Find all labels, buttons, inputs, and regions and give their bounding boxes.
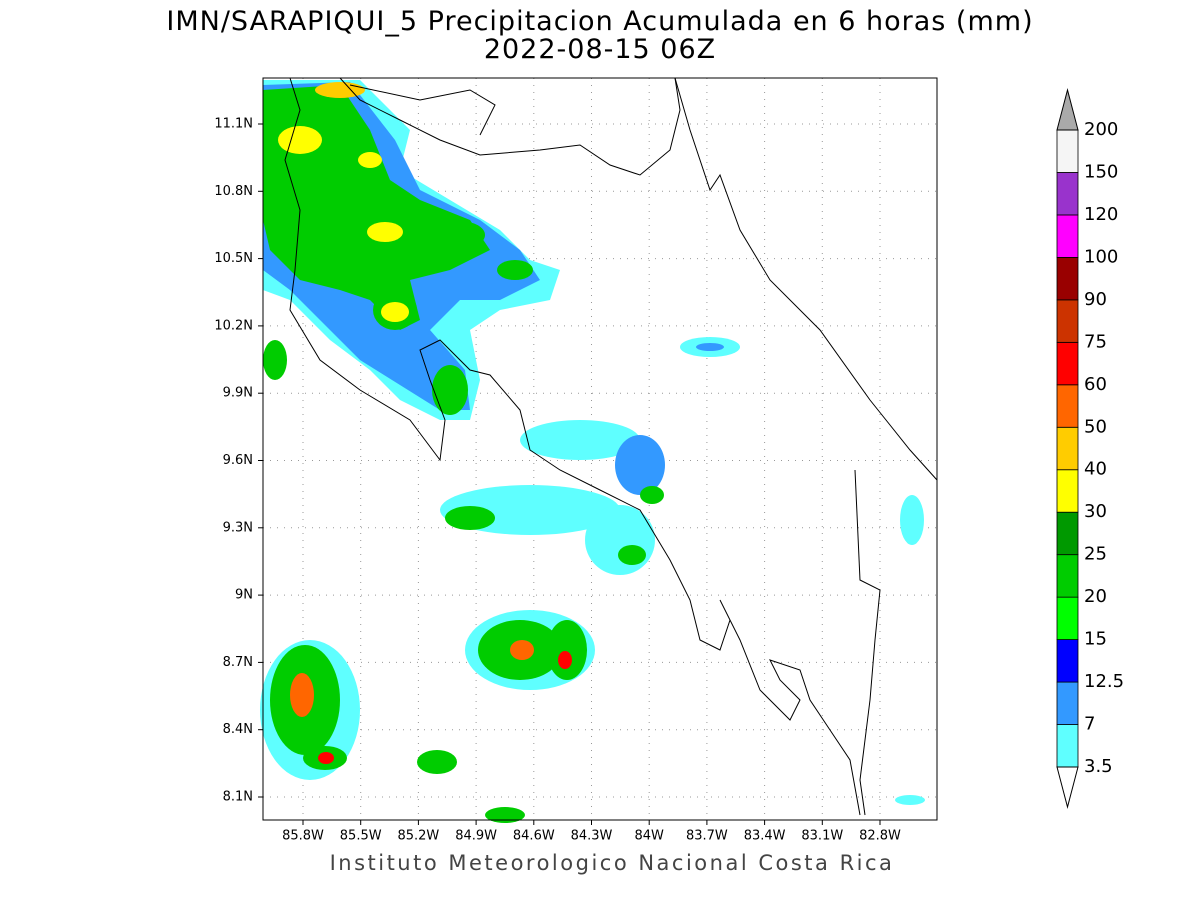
lon-label: 84.6W: [513, 829, 555, 844]
coastlines: [284, 77, 938, 816]
colorbar-label: 200: [1084, 119, 1118, 140]
colorbar-segment: [1056, 299, 1079, 343]
colorbar-segment: [1056, 724, 1079, 768]
colorbar-segment: [1056, 214, 1079, 258]
map-area: [260, 77, 938, 823]
colorbar-label: 50: [1084, 416, 1107, 437]
lat-label: 11.1N: [214, 117, 253, 132]
colorbar-label: 100: [1084, 246, 1118, 267]
border-north: [339, 77, 681, 176]
precip-area: [435, 221, 485, 249]
colorbar-label: 60: [1084, 374, 1107, 395]
colorbar-segment: [1056, 129, 1079, 173]
precip-area: [432, 365, 468, 415]
colorbar-label: 7: [1084, 714, 1095, 735]
lat-label: 9.3N: [223, 520, 253, 535]
footer: Instituto Meteorologico Nacional Costa R…: [330, 851, 895, 875]
lon-label: 85.2W: [397, 829, 439, 844]
lat-label: 10.5N: [214, 251, 253, 266]
lon-label: 85.5W: [340, 829, 382, 844]
colorbar-segment: [1056, 172, 1079, 216]
lake: [349, 84, 496, 136]
lat-label: 8.1N: [223, 790, 253, 805]
precip-area: [367, 222, 403, 242]
caribbean-coast: [674, 77, 938, 481]
border-south: [854, 469, 881, 816]
lon-label: 83.4W: [744, 829, 786, 844]
colorbar-segment: [1056, 554, 1079, 598]
lat-label: 9N: [235, 588, 253, 603]
lon-label: 84.9W: [455, 829, 497, 844]
precip-area: [497, 260, 533, 280]
precip-area: [315, 82, 365, 98]
colorbar-under: [1056, 766, 1079, 809]
lon-label: 85.8W: [282, 829, 324, 844]
colorbar-segment: [1056, 639, 1079, 683]
colorbar-segment: [1056, 426, 1079, 471]
lat-label: 8.4N: [223, 722, 253, 737]
colorbar-segment: [1056, 384, 1079, 428]
precip-area: [520, 420, 640, 460]
colorbar-label: 12.5: [1084, 671, 1124, 692]
precip-area: [696, 343, 724, 351]
lat-label: 8.7N: [223, 655, 253, 670]
precip-area: [318, 752, 334, 764]
precip-area: [381, 302, 409, 322]
colorbar-label: 20: [1084, 586, 1107, 607]
lat-label: 9.9N: [223, 386, 253, 401]
precip-area: [485, 807, 525, 823]
colorbar-label: 75: [1084, 331, 1107, 352]
colorbar-segment: [1056, 341, 1079, 386]
lon-label: 84.3W: [571, 829, 613, 844]
colorbar-label: 30: [1084, 501, 1107, 522]
colorbar-label: 120: [1084, 204, 1118, 225]
colorbar-label: 90: [1084, 289, 1107, 310]
precip-area: [558, 651, 572, 669]
colorbar-segment: [1056, 681, 1079, 725]
lat-label: 10.2N: [214, 318, 253, 333]
map-title: IMN/SARAPIQUI_5 Precipitacion Acumulada …: [166, 6, 1033, 37]
precip-area: [278, 126, 322, 154]
precip-area: [900, 495, 924, 545]
colorbar-label: 40: [1084, 459, 1107, 480]
colorbar-label: 15: [1084, 629, 1107, 650]
precip-area: [615, 435, 665, 495]
map-frame: [262, 77, 938, 821]
colorbar-segment: [1056, 511, 1079, 556]
colorbar-label: 3.5: [1084, 756, 1113, 777]
precip-area: [263, 85, 490, 330]
precip-area: [585, 505, 655, 575]
precip-area: [547, 620, 587, 680]
colorbar-segment: [1056, 596, 1079, 641]
colorbar: 3.5 7 12.5 15 20 25 30 40 50 60 75 90 100 120 150 200: [1056, 88, 1124, 809]
lon-label: 83.7W: [686, 829, 728, 844]
axes: 11.1N 10.8N 10.5N 10.2N 9.9N 9.6N 9.3N 9N 8.7N 8.…: [214, 117, 901, 844]
pacific-coast: [284, 77, 861, 816]
colorbar-over: [1056, 88, 1079, 131]
lat-label: 10.8N: [214, 184, 253, 199]
precip-area: [640, 486, 664, 504]
precip-area: [510, 640, 534, 660]
precip-area: [445, 506, 495, 530]
lon-label: 84W: [634, 829, 664, 844]
lon-label: 83.1W: [801, 829, 843, 844]
precip-area: [417, 750, 457, 774]
precipitation: [260, 80, 925, 823]
precip-area: [263, 340, 287, 380]
colorbar-label: 150: [1084, 161, 1118, 182]
colorbar-segment: [1056, 256, 1079, 301]
lon-label: 82.8W: [859, 829, 901, 844]
precip-area: [618, 545, 646, 565]
precip-area: [358, 152, 382, 168]
colorbar-label: 25: [1084, 544, 1107, 565]
precip-area: [895, 795, 925, 805]
lat-label: 9.6N: [223, 453, 253, 468]
map-subtitle: 2022-08-15 06Z: [484, 34, 716, 65]
precip-area: [290, 673, 314, 717]
colorbar-segment: [1056, 469, 1079, 513]
